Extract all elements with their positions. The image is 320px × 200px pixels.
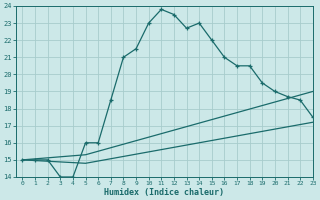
X-axis label: Humidex (Indice chaleur): Humidex (Indice chaleur): [104, 188, 224, 197]
